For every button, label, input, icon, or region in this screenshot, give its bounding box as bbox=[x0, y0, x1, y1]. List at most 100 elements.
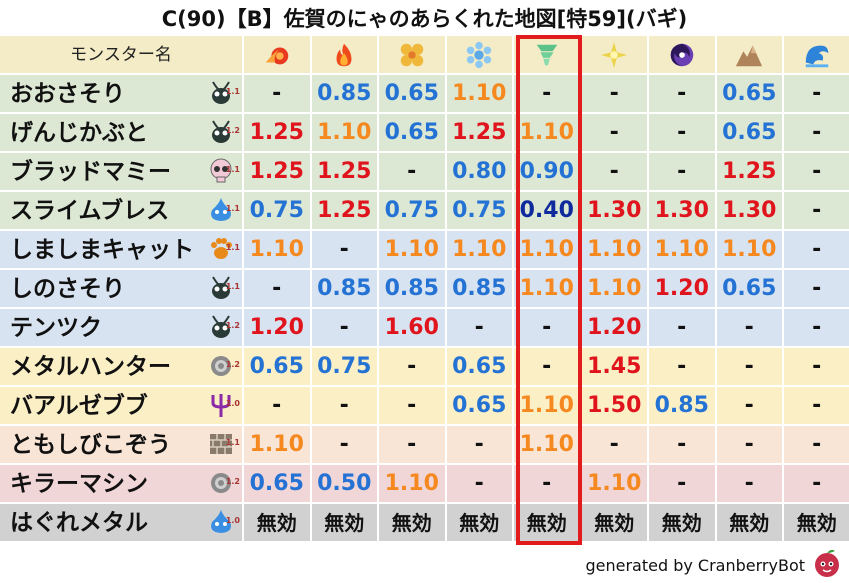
monster-name: しのさそり bbox=[10, 276, 125, 302]
resistance-value: 0.65 bbox=[244, 465, 312, 504]
resistance-value: - bbox=[649, 426, 717, 465]
resistance-value: 0.90 bbox=[514, 153, 582, 192]
gear-icon bbox=[211, 473, 231, 493]
resistance-value: 1.10 bbox=[514, 426, 582, 465]
resistance-value: 1.30 bbox=[716, 192, 784, 231]
resistance-value: - bbox=[446, 426, 514, 465]
tornado-icon bbox=[536, 44, 558, 66]
resistance-value: 1.30 bbox=[581, 192, 649, 231]
resistance-value: - bbox=[514, 75, 582, 114]
resistance-value: - bbox=[581, 114, 649, 153]
page-title: C(90)【B】佐賀のにゃのあらくれた地図[特59](バギ) bbox=[161, 7, 688, 31]
monster-level: 1.1 bbox=[225, 87, 240, 96]
resistance-value: 1.20 bbox=[649, 270, 717, 309]
resistance-value: - bbox=[784, 231, 849, 270]
slime-icon bbox=[211, 198, 231, 221]
resistance-value: 無効 bbox=[649, 504, 717, 543]
monster-name-cell: キラーマシン 1.2 bbox=[0, 465, 244, 504]
resistance-value: - bbox=[649, 75, 717, 114]
monster-name: おおさそり bbox=[10, 81, 125, 107]
resistance-value: 1.10 bbox=[514, 114, 582, 153]
resistance-value: 0.65 bbox=[244, 348, 312, 387]
resistance-value: 1.10 bbox=[649, 231, 717, 270]
gear-icon bbox=[211, 356, 231, 376]
resistance-value: - bbox=[311, 387, 379, 426]
resistance-value: 1.30 bbox=[649, 192, 717, 231]
resistance-value: 0.65 bbox=[446, 387, 514, 426]
monster-name: メタルハンター bbox=[10, 354, 171, 380]
header-water bbox=[784, 36, 849, 75]
monster-name-cell: おおさそり 1.1 bbox=[0, 75, 244, 114]
resistance-value: - bbox=[581, 75, 649, 114]
bug-icon bbox=[212, 315, 230, 338]
resistance-value: 1.25 bbox=[311, 153, 379, 192]
resistance-value: - bbox=[514, 348, 582, 387]
resistance-value: 1.25 bbox=[244, 114, 312, 153]
header-flame bbox=[311, 36, 379, 75]
brick-icon bbox=[210, 434, 232, 454]
monster-name: キラーマシン bbox=[10, 471, 148, 497]
resistance-value: 1.10 bbox=[446, 75, 514, 114]
resistance-value: - bbox=[649, 348, 717, 387]
resistance-value: 1.20 bbox=[244, 309, 312, 348]
monster-level: 1.1 bbox=[225, 204, 240, 213]
resistance-value: - bbox=[784, 114, 849, 153]
light-star-icon bbox=[601, 41, 628, 69]
resistance-value: 無効 bbox=[379, 504, 447, 543]
cranberry-bot-icon bbox=[815, 549, 839, 577]
resistance-value: - bbox=[649, 153, 717, 192]
monster-name: しましまキャット bbox=[10, 237, 194, 263]
resistance-value: 1.10 bbox=[446, 231, 514, 270]
resistance-value: - bbox=[784, 192, 849, 231]
monster-name-cell: しましまキャット 1.1 bbox=[0, 231, 244, 270]
resistance-value: - bbox=[581, 426, 649, 465]
rock-icon bbox=[736, 45, 763, 67]
resistance-value: - bbox=[244, 270, 312, 309]
resistance-value: 無効 bbox=[244, 504, 312, 543]
header-light bbox=[581, 36, 649, 75]
resistance-value: - bbox=[311, 309, 379, 348]
resistance-value: 1.10 bbox=[244, 426, 312, 465]
monster-level: 1.1 bbox=[225, 282, 240, 291]
explosion-icon bbox=[400, 43, 423, 67]
resistance-value: - bbox=[379, 426, 447, 465]
resistance-value: 1.25 bbox=[244, 153, 312, 192]
resistance-value: 無効 bbox=[514, 504, 582, 543]
resistance-value: - bbox=[784, 387, 849, 426]
resistance-value: 1.10 bbox=[581, 270, 649, 309]
resistance-value: 1.10 bbox=[514, 270, 582, 309]
resistance-value: 0.75 bbox=[311, 348, 379, 387]
resistance-value: 1.25 bbox=[446, 114, 514, 153]
footer-credit: generated by CranberryBot bbox=[585, 556, 805, 575]
resistance-value: 0.80 bbox=[446, 153, 514, 192]
resistance-value: 0.85 bbox=[649, 387, 717, 426]
monster-level: 1.2 bbox=[225, 477, 240, 486]
resistance-value: 0.40 bbox=[514, 192, 582, 231]
monster-name-cell: スライムブレス 1.1 bbox=[0, 192, 244, 231]
resistance-value: - bbox=[379, 348, 447, 387]
resistance-value: - bbox=[716, 426, 784, 465]
resistance-value: - bbox=[514, 465, 582, 504]
resistance-value: 無効 bbox=[311, 504, 379, 543]
resistance-value: - bbox=[244, 75, 312, 114]
resistance-value: 0.85 bbox=[446, 270, 514, 309]
resistance-value: 無効 bbox=[784, 504, 849, 543]
ice-crystal-icon bbox=[467, 41, 492, 69]
resistance-value: 1.10 bbox=[514, 387, 582, 426]
resistance-value: 1.10 bbox=[379, 465, 447, 504]
monster-name-cell: テンツク 1.2 bbox=[0, 309, 244, 348]
resistance-value: 0.65 bbox=[716, 114, 784, 153]
monster-name-cell: バアルゼブブ 1.0 bbox=[0, 387, 244, 426]
resistance-value: - bbox=[784, 426, 849, 465]
header-fire-ball bbox=[244, 36, 312, 75]
resistance-value: 1.10 bbox=[244, 231, 312, 270]
resistance-value: 1.60 bbox=[379, 309, 447, 348]
resistance-value: 1.10 bbox=[716, 231, 784, 270]
skull-icon bbox=[210, 158, 232, 183]
resistance-value: 1.10 bbox=[379, 231, 447, 270]
header-ice bbox=[446, 36, 514, 75]
resistance-value: - bbox=[784, 153, 849, 192]
resistance-value: 0.65 bbox=[379, 114, 447, 153]
header-earth bbox=[716, 36, 784, 75]
